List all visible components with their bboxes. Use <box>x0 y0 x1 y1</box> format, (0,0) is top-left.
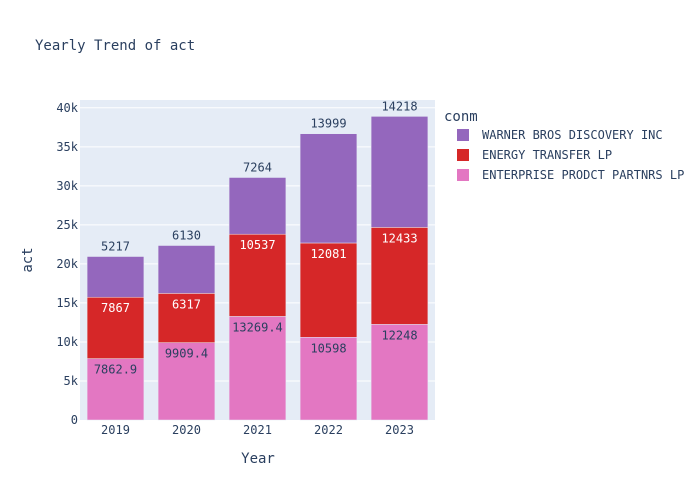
bar-segment <box>228 316 287 421</box>
y-tick-label: 35k <box>56 140 78 154</box>
y-tick-label: 40k <box>56 101 78 115</box>
legend-label: ENTERPRISE PRODCT PARTNRS LP <box>482 168 684 182</box>
bar-segment <box>228 233 287 317</box>
bar-value-label: 9909.4 <box>165 347 208 361</box>
legend-items: WARNER BROS DISCOVERY INC ENERGY TRANSFER… <box>457 128 684 182</box>
bar-segment <box>370 116 429 228</box>
legend-item[interactable]: ENTERPRISE PRODCT PARTNRS LP <box>457 168 684 182</box>
bar-segment <box>157 293 216 343</box>
y-tick-label: 15k <box>56 296 78 310</box>
legend-label: WARNER BROS DISCOVERY INC <box>482 128 663 142</box>
legend-label: ENERGY TRANSFER LP <box>482 148 612 162</box>
bar-value-label: 12433 <box>381 231 417 245</box>
bars <box>86 116 429 421</box>
legend-swatch <box>457 129 469 141</box>
bar-value-label: 12248 <box>381 328 417 342</box>
y-tick-label: 20k <box>56 257 78 271</box>
x-tick-label: 2022 <box>314 423 343 437</box>
x-axis-title: Year <box>241 451 275 467</box>
bar-value-label: 6317 <box>172 297 201 311</box>
bar-value-label: 5217 <box>101 240 130 254</box>
y-tick-label: 30k <box>56 179 78 193</box>
legend: conm WARNER BROS DISCOVERY INC ENERGY TRA… <box>444 109 684 182</box>
bar-segment <box>370 227 429 325</box>
bar-value-label: 7862.9 <box>94 363 137 377</box>
legend-swatch <box>457 169 469 181</box>
x-tick-label: 2023 <box>385 423 414 437</box>
chart-title: Yearly Trend of act <box>35 38 195 54</box>
legend-title: conm <box>444 109 478 125</box>
bar-value-label: 12081 <box>310 247 346 261</box>
bar-segment <box>299 133 358 244</box>
bar-value-label: 7867 <box>101 301 130 315</box>
bar-segment <box>157 342 216 421</box>
bar-value-label: 14218 <box>381 99 417 113</box>
y-axis-title: act <box>20 247 36 272</box>
bar-value-label: 13269.4 <box>232 320 283 334</box>
y-tick-label: 10k <box>56 335 78 349</box>
y-tick-label: 25k <box>56 218 78 232</box>
x-axis-ticks: 2019 2020 2021 2022 2023 <box>101 423 414 437</box>
y-tick-label: 0 <box>71 413 78 427</box>
data-labels: 7862.9 7867 5217 9909.4 6317 6130 13269.4 10537… <box>94 99 418 376</box>
bar-segment <box>86 256 145 298</box>
legend-swatch <box>457 149 469 161</box>
bar-segment <box>299 337 358 421</box>
legend-item[interactable]: ENERGY TRANSFER LP <box>457 148 612 162</box>
bar-value-label: 10537 <box>239 238 275 252</box>
bar-value-label: 7264 <box>243 160 272 174</box>
bar-segment <box>86 296 145 359</box>
bar-segment <box>370 324 429 421</box>
bar-segment <box>228 177 287 235</box>
y-axis-ticks: 0 5k 10k 15k 20k 25k 30k 35k 40k <box>56 101 78 427</box>
bar-value-label: 6130 <box>172 229 201 243</box>
y-tick-label: 5k <box>64 374 79 388</box>
bar-segment <box>157 245 216 294</box>
x-tick-label: 2020 <box>172 423 201 437</box>
bar-value-label: 10598 <box>310 341 346 355</box>
legend-item[interactable]: WARNER BROS DISCOVERY INC <box>457 128 663 142</box>
bar-segment <box>299 242 358 338</box>
x-tick-label: 2021 <box>243 423 272 437</box>
x-tick-label: 2019 <box>101 423 130 437</box>
bar-value-label: 13999 <box>310 117 346 131</box>
bar-segment <box>86 358 145 421</box>
